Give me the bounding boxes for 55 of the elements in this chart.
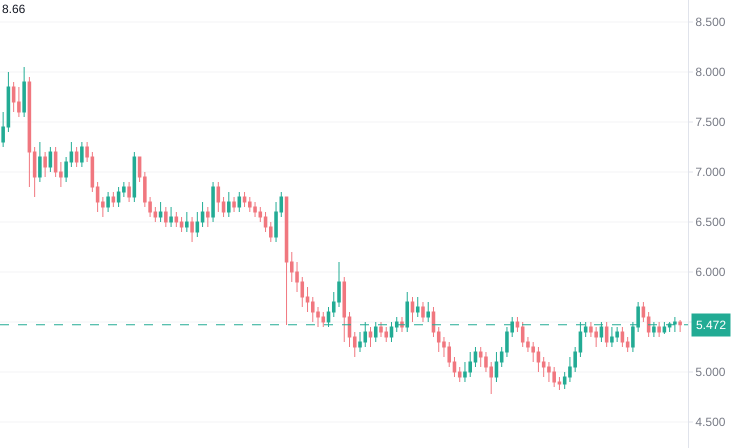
candlestick [657, 322, 661, 338]
candlestick [604, 322, 608, 348]
candlestick [626, 336, 630, 352]
candlestick [158, 202, 162, 222]
candlestick [594, 326, 598, 348]
candlestick [416, 296, 420, 318]
candlestick [200, 202, 204, 228]
candlestick [74, 146, 78, 168]
candlestick [494, 352, 498, 382]
y-tick-label: 7.000 [695, 165, 726, 180]
candlestick [22, 66, 26, 118]
ref-line-label: 5.472 [696, 318, 726, 332]
candlestick [196, 212, 200, 238]
candlestick [38, 142, 42, 182]
candlestick [164, 206, 168, 228]
candlestick [489, 362, 493, 394]
candlestick [43, 152, 47, 178]
candlestick [28, 76, 32, 188]
candlestick [646, 312, 650, 338]
y-tick-label: 4.500 [695, 415, 726, 430]
y-tick-label: 7.500 [695, 115, 726, 130]
candlestick [132, 152, 136, 202]
candlestick [80, 142, 84, 168]
candlestick [426, 302, 430, 322]
candlestick [190, 216, 194, 242]
y-tick-label: 8.500 [695, 15, 726, 30]
candlestick [32, 146, 36, 198]
candlestick [642, 302, 646, 322]
candlestick [410, 296, 414, 322]
candlestick [206, 206, 210, 228]
candlestick [232, 196, 236, 212]
y-tick-label: 6.500 [695, 215, 726, 230]
candlestick [620, 326, 624, 348]
candlestick [112, 192, 116, 208]
candlestick [106, 192, 110, 212]
y-tick-label: 8.000 [695, 65, 726, 80]
candlestick [174, 212, 178, 228]
candlestick [227, 192, 231, 218]
candlestick [180, 216, 184, 232]
candlestick [368, 326, 372, 348]
candlestick [48, 146, 52, 172]
candlestick [169, 206, 173, 228]
candlestick [238, 192, 242, 212]
candlestick [211, 182, 215, 222]
annotation: 8.66 [2, 2, 26, 16]
candlestick [421, 302, 425, 322]
candlestick [589, 322, 593, 338]
candlestick [516, 316, 520, 332]
candlestick [216, 182, 220, 212]
candlestick [185, 212, 189, 232]
candlestick [127, 182, 131, 202]
y-tick-label: 6.000 [695, 265, 726, 280]
y-tick-label: 5.000 [695, 365, 726, 380]
candlestick [678, 320, 682, 332]
candlestick [222, 196, 226, 218]
